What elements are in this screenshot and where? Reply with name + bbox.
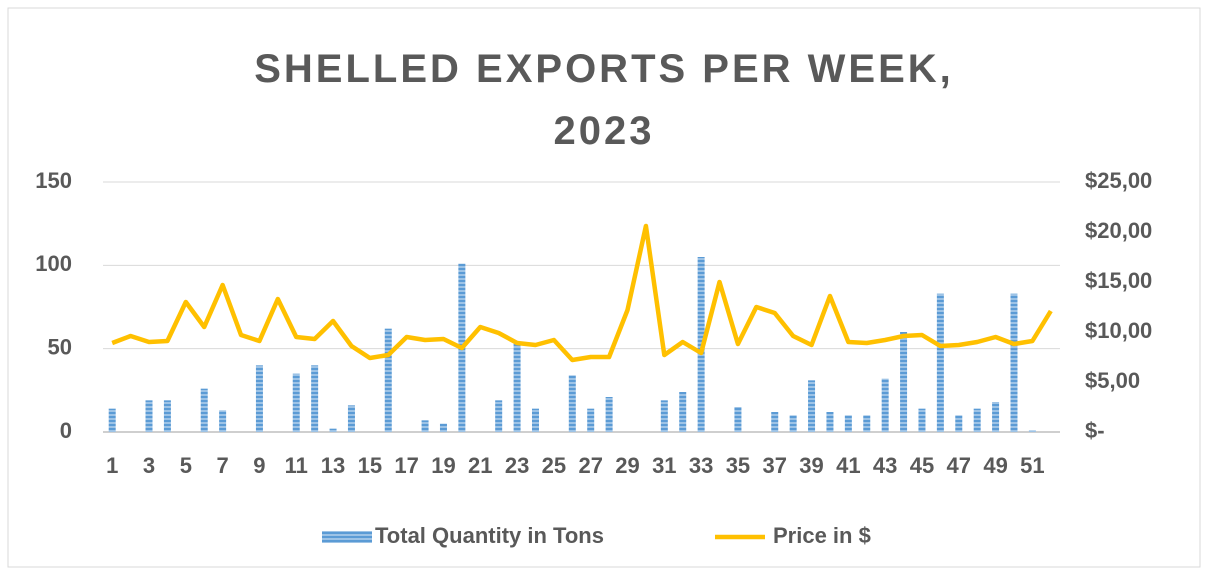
x-tick-label: 43 [873, 453, 897, 478]
y-tick-label: 150 [35, 168, 72, 193]
bar [900, 332, 908, 432]
bar [311, 365, 319, 432]
y2-tick-label: $25,00 [1085, 168, 1152, 193]
y2-tick-label: $20,00 [1085, 218, 1152, 243]
price-line [111, 223, 1053, 363]
bar [163, 400, 171, 432]
bar [808, 380, 816, 432]
bar [918, 408, 926, 432]
x-tick-label: 35 [726, 453, 750, 478]
x-tick-label: 39 [799, 453, 823, 478]
bar [568, 375, 576, 432]
bar [936, 293, 944, 432]
x-tick-label: 13 [321, 453, 345, 478]
x-tick-label: 25 [542, 453, 566, 478]
legend-label: Total Quantity in Tons [375, 523, 604, 548]
x-tick-label: 37 [762, 453, 786, 478]
bar [108, 408, 116, 432]
legend-label: Price in $ [773, 523, 871, 548]
bar [881, 378, 889, 432]
bar [219, 410, 227, 432]
bar [200, 388, 208, 432]
bar [826, 412, 834, 432]
bar [679, 392, 687, 432]
x-tick-label: 47 [947, 453, 971, 478]
x-tick-label: 11 [285, 453, 308, 478]
bar [863, 415, 871, 432]
bar [844, 415, 852, 432]
bar [495, 400, 503, 432]
x-tick-label: 33 [689, 453, 713, 478]
bar [384, 328, 392, 432]
x-tick-label: 41 [836, 453, 860, 478]
legend-swatch [322, 531, 372, 543]
bar [347, 405, 355, 432]
y-tick-label: 100 [35, 251, 72, 276]
bar [1010, 293, 1018, 432]
x-tick-label: 23 [505, 453, 529, 478]
bar [789, 415, 797, 432]
x-tick-label: 15 [358, 453, 382, 478]
y2-tick-label: $10,00 [1085, 318, 1152, 343]
x-tick-label: 7 [217, 453, 229, 478]
bar [605, 397, 613, 432]
y2-tick-label: $- [1085, 418, 1105, 443]
bar [734, 407, 742, 432]
y-tick-label: 0 [60, 418, 72, 443]
bar [587, 408, 595, 432]
bar [439, 423, 447, 432]
x-tick-label: 1 [106, 453, 118, 478]
bar [531, 408, 539, 432]
bar [145, 400, 153, 432]
bar [973, 408, 981, 432]
y2-tick-label: $15,00 [1085, 268, 1152, 293]
y-tick-label: 50 [48, 334, 72, 359]
bar [513, 343, 521, 432]
x-tick-label: 49 [983, 453, 1007, 478]
x-tick-label: 45 [910, 453, 934, 478]
bar [1028, 430, 1036, 432]
bar [992, 402, 1000, 432]
bar [771, 412, 779, 432]
chart-title: SHELLED EXPORTS PER WEEK, 2023 [254, 47, 954, 153]
x-tick-label: 9 [253, 453, 265, 478]
x-tick-label: 17 [394, 453, 418, 478]
x-tick-label: 5 [180, 453, 192, 478]
chart-border [7, 7, 1201, 568]
x-tick-label: 21 [468, 453, 492, 478]
x-tick-label: 19 [431, 453, 455, 478]
bar [421, 420, 429, 432]
bar [955, 415, 963, 432]
x-tick-label: 51 [1020, 453, 1044, 478]
bar [660, 400, 668, 432]
x-tick-label: 27 [578, 453, 602, 478]
x-tick-label: 31 [652, 453, 676, 478]
x-tick-label: 29 [615, 453, 639, 478]
bar [292, 373, 300, 432]
bar [255, 365, 263, 432]
bar [329, 428, 337, 432]
y2-tick-label: $5,00 [1085, 368, 1140, 393]
x-tick-label: 3 [143, 453, 155, 478]
